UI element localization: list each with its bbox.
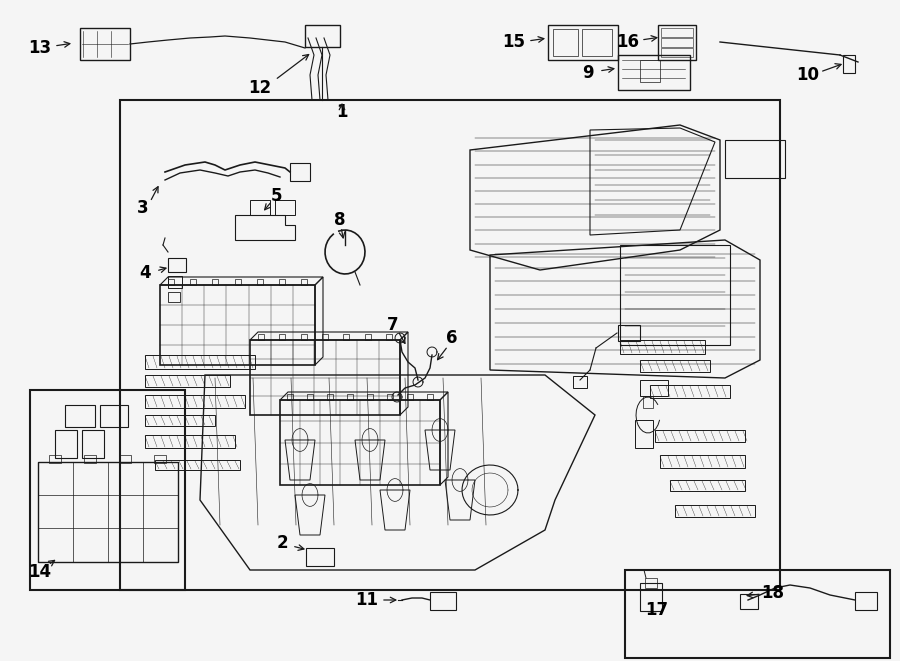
Bar [573, 376, 587, 388]
Bar [347, 394, 353, 400]
Bar [301, 279, 307, 285]
Bar [145, 415, 215, 426]
Text: 2: 2 [276, 534, 288, 552]
Text: 16: 16 [616, 33, 640, 51]
Bar [55, 430, 77, 458]
Bar [305, 25, 340, 47]
Bar [100, 405, 128, 427]
Bar [250, 340, 400, 415]
Bar [658, 25, 696, 60]
Bar [256, 279, 263, 285]
Bar [427, 394, 433, 400]
Bar [65, 405, 95, 427]
Bar [212, 279, 219, 285]
Bar [287, 394, 293, 400]
Bar [322, 334, 328, 340]
Bar [145, 395, 245, 408]
Text: 5: 5 [270, 187, 282, 205]
Bar [307, 394, 313, 400]
Bar [386, 334, 392, 340]
Bar [306, 548, 334, 566]
Bar [367, 394, 373, 400]
Bar [279, 334, 285, 340]
Bar [553, 29, 578, 56]
Bar [290, 163, 310, 181]
Bar [650, 385, 730, 398]
Bar [120, 100, 780, 590]
Text: 14: 14 [29, 563, 51, 581]
Bar [344, 334, 349, 340]
Bar [660, 455, 745, 468]
Bar [635, 420, 653, 448]
Bar [430, 592, 456, 610]
Text: 12: 12 [248, 79, 272, 97]
Bar [301, 334, 307, 340]
Bar [620, 340, 705, 354]
Bar [661, 28, 693, 37]
Bar [855, 592, 877, 610]
Bar [38, 462, 178, 562]
Bar [582, 29, 612, 56]
Bar [843, 55, 855, 73]
Bar [119, 455, 131, 463]
Bar [327, 394, 333, 400]
Bar [655, 430, 745, 442]
Text: 1: 1 [337, 103, 347, 121]
Bar [145, 355, 255, 369]
Bar [145, 375, 230, 387]
Bar [84, 455, 96, 463]
Bar [168, 292, 180, 302]
Bar [275, 200, 295, 215]
Bar [160, 285, 315, 365]
Bar [625, 570, 890, 658]
Bar [168, 279, 174, 285]
Text: 10: 10 [796, 66, 820, 84]
Bar [725, 140, 785, 178]
Bar [168, 276, 182, 288]
Bar [643, 396, 653, 408]
Bar [145, 435, 235, 448]
Bar [740, 594, 758, 609]
Bar [548, 25, 618, 60]
Bar [280, 400, 440, 485]
Bar [407, 394, 413, 400]
Text: 7: 7 [387, 316, 399, 334]
Bar [190, 279, 196, 285]
Text: 8: 8 [334, 211, 346, 229]
Text: 3: 3 [137, 199, 148, 217]
Bar [675, 505, 755, 517]
Text: 17: 17 [645, 601, 669, 619]
Bar [661, 48, 693, 57]
Text: 6: 6 [446, 329, 458, 347]
Bar [168, 258, 186, 272]
Bar [80, 28, 130, 60]
Bar [620, 245, 730, 345]
Bar [640, 583, 662, 611]
Bar [154, 455, 166, 463]
Text: 15: 15 [502, 33, 526, 51]
Bar [670, 480, 745, 491]
Bar [645, 578, 657, 588]
Bar [235, 279, 240, 285]
Bar [49, 455, 61, 463]
Bar [618, 55, 690, 90]
Bar [640, 380, 668, 396]
Bar [640, 60, 660, 82]
Bar [364, 334, 371, 340]
Bar [82, 430, 104, 458]
Bar [155, 460, 240, 470]
Text: 11: 11 [356, 591, 379, 609]
Bar [618, 325, 640, 341]
Bar [661, 38, 693, 47]
Bar [640, 360, 710, 372]
Bar [30, 390, 185, 590]
Bar [257, 334, 264, 340]
Text: 13: 13 [29, 39, 51, 57]
Bar [250, 200, 270, 215]
Bar [279, 279, 284, 285]
Text: 18: 18 [761, 584, 785, 602]
Bar [387, 394, 393, 400]
Text: 9: 9 [582, 64, 594, 82]
Text: 4: 4 [140, 264, 151, 282]
